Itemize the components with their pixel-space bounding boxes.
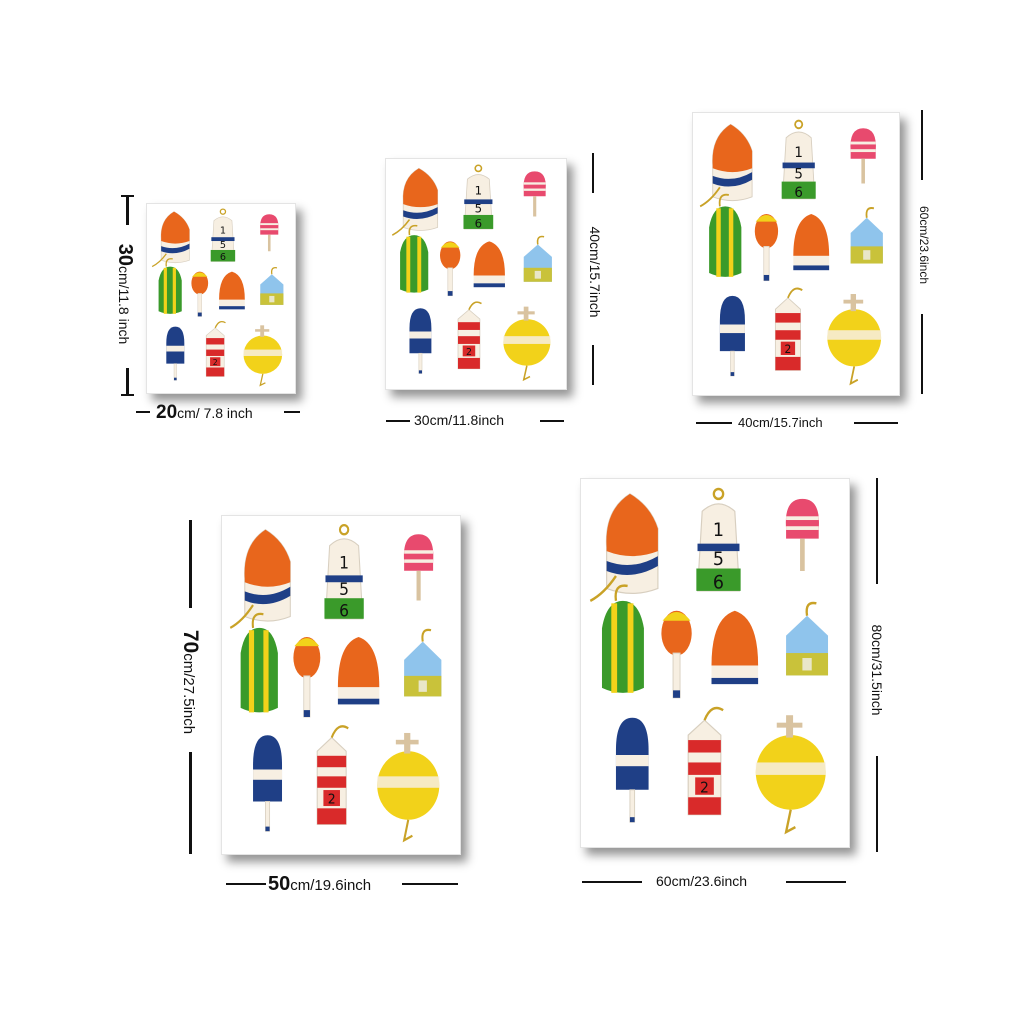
width-dimension-line [696,422,732,424]
height-dimension-line [876,478,878,584]
width-dimension-line [386,420,410,422]
poster-20x30 [146,203,296,394]
poster-50x70 [221,515,461,855]
buoy-artwork [589,487,830,834]
buoy-artwork [151,208,285,386]
height-label: 60cm/23.6inch [917,205,931,285]
width-dimension-line [786,881,846,883]
width-dimension-line [540,420,564,422]
width-dimension-line [136,411,150,413]
width-dimension-line [402,883,458,885]
height-label: 70cm/27.5inch [179,629,202,735]
width-label: 50cm/19.6inch [268,873,372,895]
height-dimension-line [126,195,129,225]
poster-60x80 [580,478,850,848]
height-dimension-tick [121,195,134,197]
width-dimension-line [582,881,642,883]
height-label: 80cm/31.5inch [869,624,885,716]
width-label: 60cm/23.6inch [656,873,748,889]
width-dimension-line [226,883,266,885]
height-label: 40cm/15.7inch [587,226,603,318]
height-dimension-line [126,368,129,396]
height-dimension-tick [121,394,134,396]
width-dimension-line [284,411,300,413]
width-label: 30cm/11.8inch [414,412,505,428]
height-dimension-line [921,314,923,394]
buoy-artwork [229,523,443,842]
width-dimension-line [854,422,898,424]
buoy-artwork [699,119,884,385]
height-dimension-line [189,520,192,608]
buoy-artwork [391,164,553,381]
height-dimension-line [592,153,594,193]
poster-30x40 [385,158,567,390]
height-dimension-line [189,752,192,854]
poster-40x60 [692,112,900,396]
height-dimension-line [592,345,594,385]
height-label: 30cm/11.8 inch [114,243,136,345]
height-dimension-line [876,756,878,852]
height-dimension-line [921,110,923,180]
width-label: 20cm/ 7.8 inch [156,402,253,423]
width-label: 40cm/15.7inch [738,415,823,430]
